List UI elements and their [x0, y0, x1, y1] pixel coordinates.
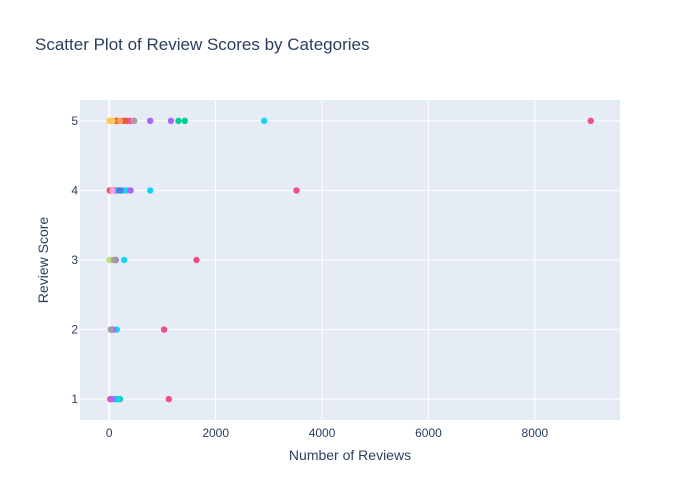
scatter-point[interactable]	[116, 117, 124, 125]
scatter-point[interactable]	[109, 117, 116, 125]
scatter-point[interactable]	[181, 117, 189, 125]
y-axis-title: Review Score	[35, 217, 51, 304]
scatter-point[interactable]	[193, 256, 200, 264]
data-points	[106, 117, 594, 403]
x-axis-title: Number of Reviews	[289, 447, 411, 463]
scatter-point[interactable]	[147, 117, 154, 125]
scatter-point[interactable]	[107, 326, 115, 333]
x-tick-label: 2000	[202, 426, 229, 440]
x-tick-label: 4000	[309, 426, 336, 440]
scatter-point[interactable]	[116, 187, 124, 194]
y-tick-label: 1	[71, 392, 78, 406]
scatter-point[interactable]	[115, 395, 122, 403]
scatter-point[interactable]	[120, 256, 128, 264]
scatter-point[interactable]	[260, 117, 268, 125]
y-tick-label: 5	[71, 114, 78, 128]
scatter-point[interactable]	[175, 117, 182, 125]
scatter-point[interactable]	[109, 187, 116, 194]
scatter-point[interactable]	[147, 187, 154, 194]
x-tick-label: 8000	[522, 426, 549, 440]
scatter-point[interactable]	[108, 395, 116, 403]
scatter-point[interactable]	[293, 187, 300, 194]
x-tick-label: 0	[106, 426, 113, 440]
scatter-point[interactable]	[131, 117, 138, 125]
y-tick-label: 3	[71, 253, 78, 267]
tick-labels: 0 2000 4000 6000 8000 1 2 3 4 5	[71, 114, 548, 440]
y-tick-label: 4	[71, 183, 78, 197]
scatter-point[interactable]	[127, 187, 134, 194]
y-tick-label: 2	[71, 323, 78, 337]
scatter-point[interactable]	[111, 256, 118, 264]
scatter-point[interactable]	[587, 117, 594, 125]
x-tick-label: 6000	[415, 426, 442, 440]
grid-lines	[80, 100, 620, 420]
chart-title: Scatter Plot of Review Scores by Categor…	[35, 35, 369, 54]
scatter-point[interactable]	[167, 117, 175, 125]
scatter-point[interactable]	[165, 395, 173, 403]
scatter-point[interactable]	[160, 326, 168, 333]
